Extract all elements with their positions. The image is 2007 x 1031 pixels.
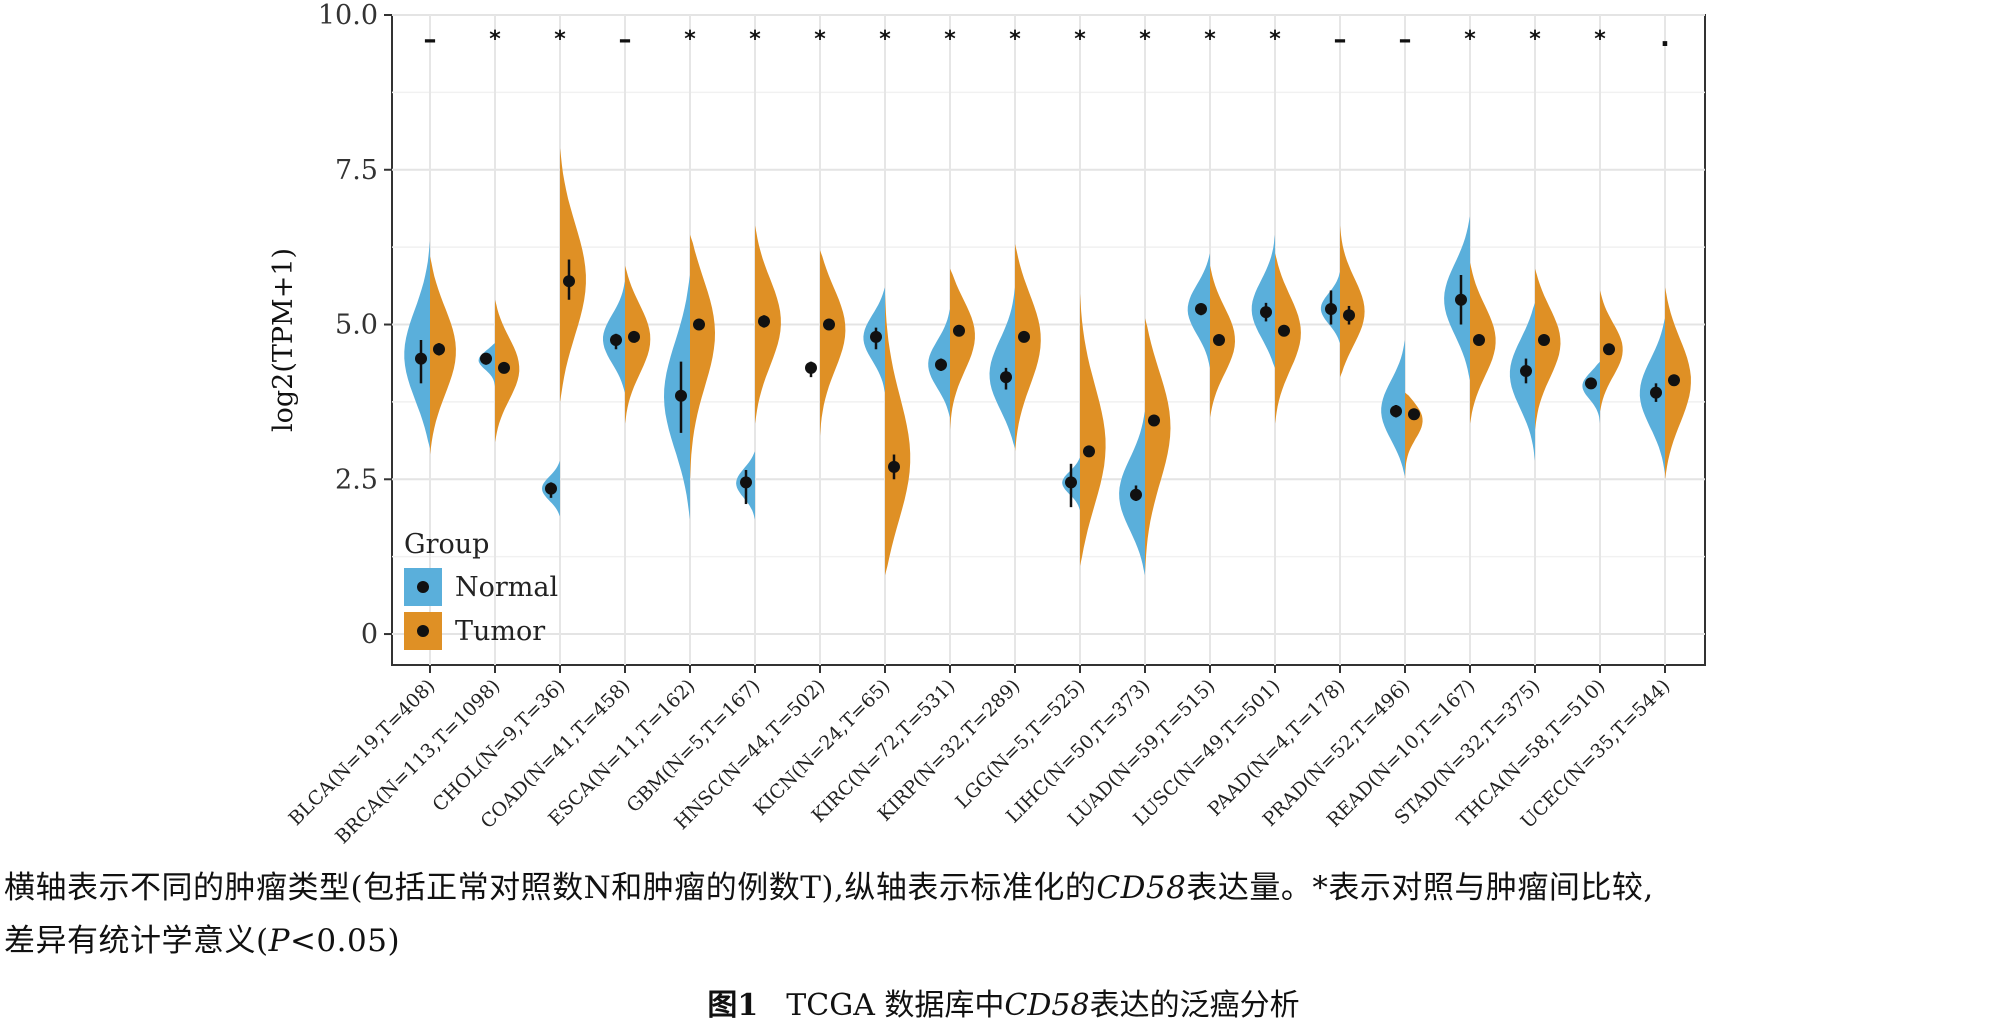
significance-mark: *: [749, 27, 761, 52]
significance-mark: –: [619, 25, 632, 55]
normal-median-point: [415, 353, 427, 365]
plot-panel: [392, 15, 1705, 665]
tumor-median-point: [1278, 325, 1290, 337]
normal-median-point: [1390, 405, 1402, 417]
tumor-median-point: [823, 319, 835, 331]
tumor-median-point: [953, 325, 965, 337]
tumor-median-point: [1603, 343, 1615, 355]
normal-median-point: [1650, 387, 1662, 399]
significance-mark: *: [879, 27, 891, 52]
significance-mark: *: [1139, 27, 1151, 52]
normal-median-point: [1260, 306, 1272, 318]
violin-chart: – * * – * * * * * * * * * * – – * * *. 0 2.5 5.0 7.5 10.0 log2(…: [0, 0, 2007, 850]
tumor-median-point: [433, 343, 445, 355]
significance-mark: *: [554, 27, 566, 52]
significance-mark: *: [1464, 27, 1476, 52]
figure-title-b: 表达的泛癌分析: [1090, 988, 1300, 1023]
y-tick-label: 0: [361, 619, 378, 650]
tumor-median-point: [1538, 334, 1550, 346]
normal-median-point: [610, 334, 622, 346]
y-tick-label: 7.5: [335, 155, 378, 186]
normal-median-point: [1325, 303, 1337, 315]
significance-mark: –: [424, 25, 437, 55]
tumor-median-point: [1213, 334, 1225, 346]
tumor-median-point: [1408, 408, 1420, 420]
legend-title: Group: [404, 529, 489, 560]
significance-mark: .: [1660, 23, 1670, 53]
tumor-median-point: [888, 461, 900, 473]
legend-dot: [417, 581, 429, 593]
normal-median-point: [805, 362, 817, 374]
significance-mark: *: [814, 27, 826, 52]
y-tick-label: 10.0: [318, 0, 378, 31]
legend-label: Normal: [455, 572, 558, 603]
tumor-median-point: [1343, 309, 1355, 321]
normal-median-point: [740, 476, 752, 488]
figure-title-a: TCGA 数据库中: [786, 988, 1004, 1023]
figure-number: 图1: [707, 988, 758, 1023]
significance-mark: *: [489, 27, 501, 52]
tumor-median-point: [498, 362, 510, 374]
normal-median-point: [870, 331, 882, 343]
legend-label: Tumor: [455, 616, 545, 647]
caption-text-2a: 差异有统计学意义(: [4, 923, 269, 959]
tumor-median-point: [1473, 334, 1485, 346]
significance-mark: *: [944, 27, 956, 52]
normal-median-point: [1065, 476, 1077, 488]
normal-median-point: [1195, 303, 1207, 315]
legend-dot: [417, 625, 429, 637]
tumor-median-point: [758, 315, 770, 327]
significance-mark: *: [684, 27, 696, 52]
figure-caption: 图1 TCGA 数据库中CD58表达的泛癌分析: [0, 980, 2007, 1024]
normal-median-point: [1130, 489, 1142, 501]
y-tick-label: 2.5: [335, 464, 378, 495]
caption-gene-1: CD58: [1096, 870, 1186, 906]
significance-mark: –: [1399, 25, 1412, 55]
tumor-median-point: [1018, 331, 1030, 343]
significance-mark: *: [1009, 27, 1021, 52]
tumor-median-point: [1083, 445, 1095, 457]
tumor-median-point: [563, 275, 575, 287]
caption-line-2: 差异有统计学意义(P<0.05): [4, 915, 2007, 960]
tumor-median-point: [1148, 414, 1160, 426]
normal-median-point: [675, 390, 687, 402]
significance-mark: *: [1074, 27, 1086, 52]
normal-median-point: [935, 359, 947, 371]
tumor-median-point: [628, 331, 640, 343]
y-axis-label: log2(TPM+1): [268, 248, 299, 432]
figure-title-gene: CD58: [1004, 988, 1089, 1023]
normal-median-point: [1585, 377, 1597, 389]
y-tick-label: 5.0: [335, 310, 378, 341]
normal-median-point: [1520, 365, 1532, 377]
normal-median-point: [1000, 371, 1012, 383]
significance-mark: *: [1269, 27, 1281, 52]
significance-mark: *: [1529, 27, 1541, 52]
normal-median-point: [480, 353, 492, 365]
normal-median-point: [545, 483, 557, 495]
significance-mark: *: [1204, 27, 1216, 52]
tumor-median-point: [1668, 374, 1680, 386]
tumor-median-point: [693, 319, 705, 331]
caption-line-1: 横轴表示不同的肿瘤类型(包括正常对照数N和肿瘤的例数T),纵轴表示标准化的CD5…: [4, 862, 2007, 907]
caption-text-2b: <0.05): [290, 923, 400, 959]
significance-mark: *: [1594, 27, 1606, 52]
caption-p-symbol: P: [269, 923, 290, 959]
normal-median-point: [1455, 294, 1467, 306]
significance-mark: –: [1334, 25, 1347, 55]
caption-text-1a: 横轴表示不同的肿瘤类型(包括正常对照数N和肿瘤的例数T),纵轴表示标准化的: [4, 870, 1096, 906]
caption-text-1b: 表达量。*表示对照与肿瘤间比较,: [1186, 870, 1653, 906]
